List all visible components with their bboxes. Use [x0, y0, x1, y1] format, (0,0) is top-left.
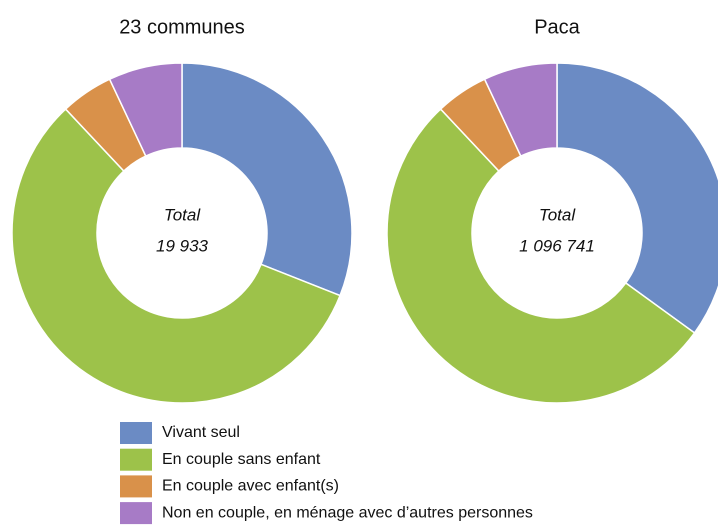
- donut-slice: [386, 108, 696, 404]
- chart-title: 23 communes: [119, 16, 245, 38]
- donut-slice: [181, 62, 353, 297]
- legend-swatch: [120, 448, 152, 471]
- legend-swatch: [120, 422, 152, 444]
- legend-label: En couple avec enfant(s): [162, 478, 339, 495]
- chart-title: Paca: [534, 16, 580, 38]
- legend-swatch: [120, 502, 152, 525]
- donut-slice: [483, 62, 558, 158]
- donut-slice: [556, 62, 718, 334]
- donut-slice: [108, 62, 183, 158]
- center-total: 19 933: [156, 236, 209, 255]
- center-label: Total: [164, 205, 201, 224]
- center-total: 1 096 741: [519, 236, 595, 255]
- center-label: Total: [539, 205, 576, 224]
- donut-slice: [11, 108, 342, 404]
- legend-label: En couple sans enfant: [162, 451, 321, 468]
- legend-label: Non en couple, en ménage avec d’autres p…: [162, 504, 533, 521]
- legend-swatch: [120, 475, 152, 498]
- legend-label: Vivant seul: [162, 424, 240, 441]
